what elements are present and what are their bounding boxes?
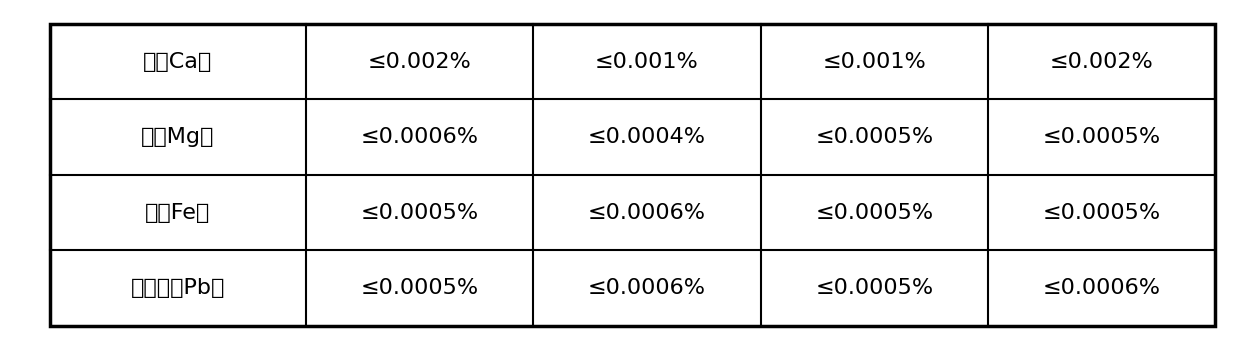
Text: ≤0.0005%: ≤0.0005% (1043, 203, 1161, 223)
Text: ≤0.001%: ≤0.001% (822, 52, 926, 72)
Text: 馒（Ca）: 馒（Ca） (143, 52, 212, 72)
Text: ≤0.0005%: ≤0.0005% (361, 278, 479, 298)
Text: ≤0.0006%: ≤0.0006% (588, 203, 706, 223)
Text: ≤0.0005%: ≤0.0005% (361, 203, 479, 223)
Text: ≤0.001%: ≤0.001% (595, 52, 699, 72)
Text: ≤0.0005%: ≤0.0005% (815, 278, 934, 298)
Text: ≤0.0006%: ≤0.0006% (588, 278, 706, 298)
Text: ≤0.0005%: ≤0.0005% (1043, 127, 1161, 147)
Text: 铁（Fe）: 铁（Fe） (145, 203, 211, 223)
Text: ≤0.0005%: ≤0.0005% (815, 127, 934, 147)
Text: ≤0.0006%: ≤0.0006% (361, 127, 479, 147)
Text: ≤0.002%: ≤0.002% (1050, 52, 1153, 72)
Text: ≤0.0004%: ≤0.0004% (588, 127, 706, 147)
Text: 重金属（Pb）: 重金属（Pb） (130, 278, 224, 298)
Bar (50, 24, 1215, 326)
Text: ≤0.0005%: ≤0.0005% (815, 203, 934, 223)
Text: 镁（Mg）: 镁（Mg） (141, 127, 215, 147)
Text: ≤0.0006%: ≤0.0006% (1043, 278, 1161, 298)
Text: ≤0.002%: ≤0.002% (368, 52, 471, 72)
